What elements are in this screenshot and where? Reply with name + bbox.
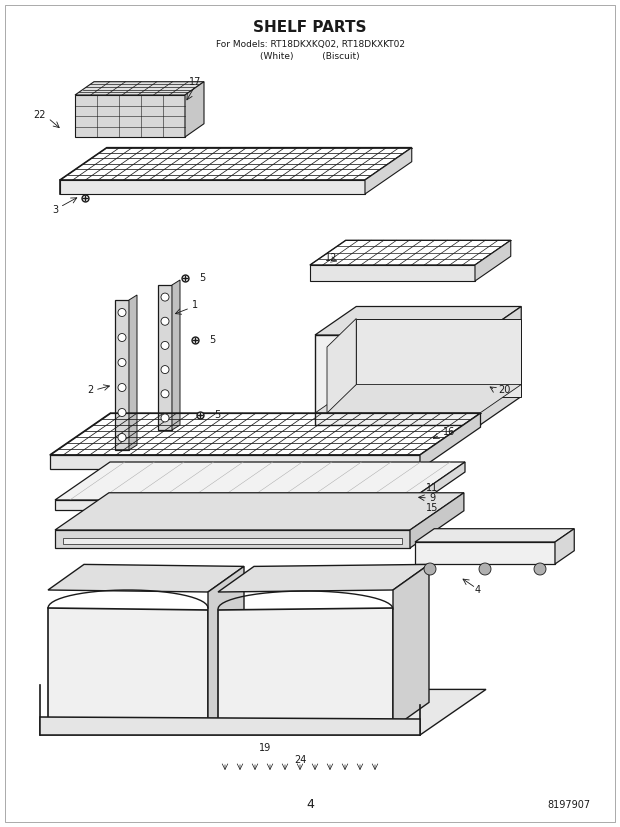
Text: 12: 12 bbox=[325, 253, 337, 263]
Text: 2: 2 bbox=[87, 385, 93, 395]
Circle shape bbox=[424, 563, 436, 575]
Polygon shape bbox=[172, 280, 180, 430]
Polygon shape bbox=[50, 455, 420, 469]
Polygon shape bbox=[356, 318, 521, 396]
Polygon shape bbox=[158, 285, 172, 430]
Polygon shape bbox=[48, 564, 244, 592]
Text: 3: 3 bbox=[52, 205, 58, 215]
Circle shape bbox=[534, 563, 546, 575]
Polygon shape bbox=[393, 564, 429, 728]
Polygon shape bbox=[327, 318, 356, 413]
Circle shape bbox=[161, 390, 169, 398]
Polygon shape bbox=[315, 335, 480, 425]
Polygon shape bbox=[40, 690, 486, 735]
Polygon shape bbox=[208, 566, 244, 728]
Circle shape bbox=[118, 433, 126, 442]
Circle shape bbox=[118, 384, 126, 391]
Polygon shape bbox=[310, 265, 475, 281]
Text: 4: 4 bbox=[306, 799, 314, 811]
Polygon shape bbox=[218, 608, 393, 728]
Text: 8197907: 8197907 bbox=[547, 800, 590, 810]
Polygon shape bbox=[475, 241, 511, 281]
Circle shape bbox=[161, 293, 169, 301]
Circle shape bbox=[161, 342, 169, 350]
Circle shape bbox=[479, 563, 491, 575]
Polygon shape bbox=[55, 493, 464, 530]
Text: 19: 19 bbox=[259, 743, 271, 753]
Text: SHELF PARTS: SHELF PARTS bbox=[253, 21, 367, 36]
Polygon shape bbox=[40, 717, 420, 735]
Polygon shape bbox=[415, 528, 574, 542]
Polygon shape bbox=[315, 385, 521, 413]
Text: 1: 1 bbox=[192, 300, 198, 310]
Text: 11: 11 bbox=[426, 483, 438, 493]
Polygon shape bbox=[75, 82, 204, 95]
Circle shape bbox=[161, 366, 169, 374]
Polygon shape bbox=[55, 530, 410, 548]
Polygon shape bbox=[315, 307, 521, 335]
Polygon shape bbox=[410, 493, 464, 548]
Polygon shape bbox=[410, 462, 465, 510]
Polygon shape bbox=[63, 538, 402, 544]
Polygon shape bbox=[365, 148, 412, 194]
Text: 24: 24 bbox=[294, 755, 306, 765]
Polygon shape bbox=[75, 95, 185, 137]
Text: 5: 5 bbox=[209, 335, 215, 345]
Circle shape bbox=[118, 333, 126, 342]
Polygon shape bbox=[55, 462, 465, 500]
Polygon shape bbox=[218, 564, 429, 592]
Polygon shape bbox=[115, 300, 129, 450]
Polygon shape bbox=[555, 528, 574, 564]
Text: 20: 20 bbox=[498, 385, 510, 395]
Circle shape bbox=[118, 358, 126, 366]
Text: 9: 9 bbox=[429, 493, 435, 503]
Text: 5: 5 bbox=[214, 410, 220, 420]
Text: 5: 5 bbox=[199, 273, 205, 283]
Polygon shape bbox=[55, 500, 410, 510]
Polygon shape bbox=[48, 608, 208, 728]
Circle shape bbox=[118, 409, 126, 417]
Circle shape bbox=[161, 318, 169, 325]
Text: 22: 22 bbox=[33, 110, 46, 120]
Text: 4: 4 bbox=[475, 585, 481, 595]
Text: ReplacementParts.com: ReplacementParts.com bbox=[250, 485, 370, 495]
Circle shape bbox=[118, 308, 126, 317]
Polygon shape bbox=[480, 307, 521, 425]
Text: For Models: RT18DKXKQ02, RT18DKXKT02: For Models: RT18DKXKQ02, RT18DKXKT02 bbox=[216, 41, 404, 50]
Polygon shape bbox=[420, 414, 480, 469]
Polygon shape bbox=[185, 82, 204, 137]
Circle shape bbox=[161, 414, 169, 422]
Polygon shape bbox=[129, 295, 137, 450]
Text: (White)          (Biscuit): (White) (Biscuit) bbox=[260, 52, 360, 61]
Text: 16: 16 bbox=[443, 427, 455, 437]
Text: 17: 17 bbox=[189, 77, 201, 87]
Text: 15: 15 bbox=[426, 503, 438, 513]
Polygon shape bbox=[415, 542, 555, 564]
Polygon shape bbox=[60, 180, 365, 194]
